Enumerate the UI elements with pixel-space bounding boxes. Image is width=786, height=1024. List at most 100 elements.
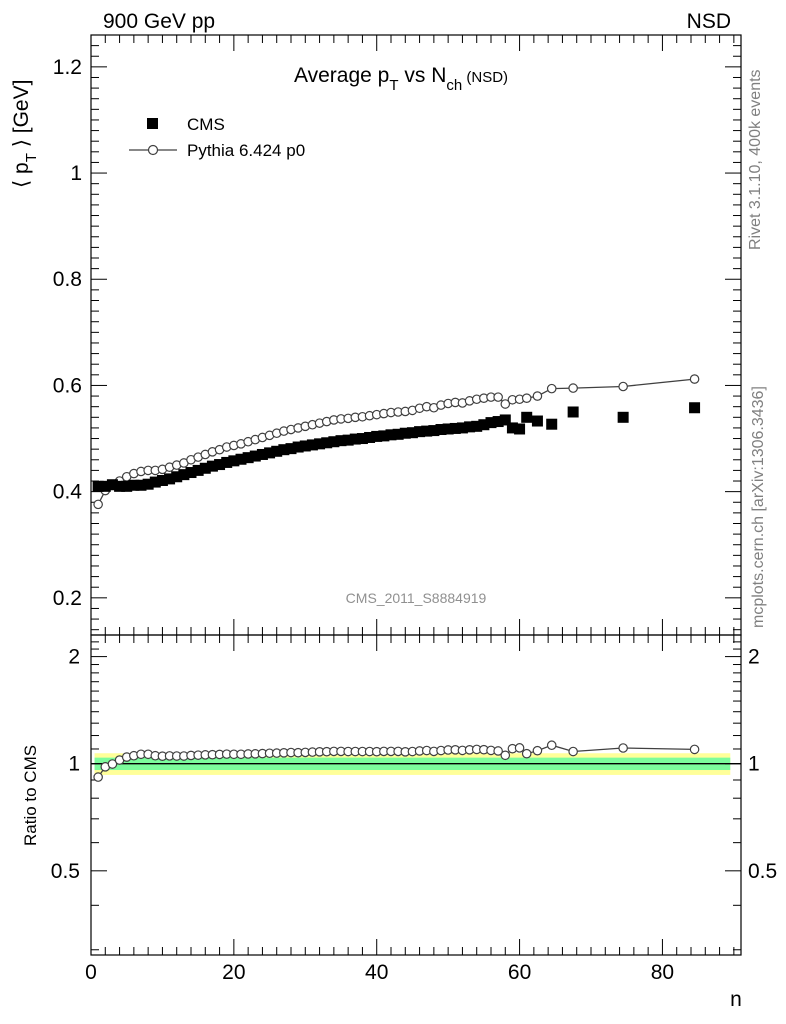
plot-title: Average pT vs Nch (NSD): [294, 64, 508, 94]
cms-point: [299, 440, 311, 452]
ratio-y-tick-label: 1: [68, 753, 80, 776]
cms-point: [235, 453, 247, 465]
cms-point: [99, 480, 111, 492]
cms-point: [199, 462, 211, 474]
cms-point: [121, 480, 133, 492]
header-left: 900 GeV pp: [103, 10, 215, 33]
mcplots-label: mcplots.cern.ch [arXiv:1306.3436]: [750, 386, 767, 628]
ratio-y-tick-label-right: 0.5: [748, 860, 777, 883]
ratio-point: [93, 772, 103, 782]
cms-point: [135, 479, 147, 491]
pythia-point: [493, 392, 503, 402]
cms-point: [506, 422, 518, 434]
cms-point: [278, 444, 290, 456]
cms-point: [689, 402, 701, 414]
axis-ticks: [90, 35, 741, 955]
cms-point: [106, 479, 118, 491]
legend-cms-marker: [147, 118, 158, 129]
cms-point: [142, 478, 154, 490]
cms-point: [178, 469, 190, 481]
x-tick-label: 80: [651, 961, 674, 984]
ratio-point: [546, 740, 557, 751]
cms-point: [285, 443, 297, 455]
cms-point: [114, 480, 126, 492]
cms-point: [399, 427, 411, 439]
x-tick-label: 40: [365, 961, 388, 984]
pythia-series: [93, 374, 700, 510]
cms-point: [249, 450, 261, 462]
pythia-point: [521, 393, 532, 403]
cms-point: [149, 476, 161, 488]
y-axis-title: ⟨ pT ⟩ [GeV]: [10, 80, 40, 188]
cms-point: [617, 411, 629, 423]
cms-point: [531, 415, 543, 427]
cms-point: [378, 430, 390, 442]
legend: CMS Pythia 6.424 p0: [129, 115, 305, 160]
cms-point: [128, 479, 140, 491]
cms-point: [221, 456, 233, 468]
ratio-point: [568, 746, 578, 757]
cms-point: [242, 452, 254, 464]
cms-point: [192, 464, 204, 476]
cms-point: [514, 423, 526, 435]
y-tick-label: 0.6: [53, 374, 82, 397]
cms-point: [164, 473, 176, 485]
cms-point: [499, 414, 511, 426]
cms-point: [371, 430, 383, 442]
ratio-point: [532, 745, 543, 756]
ratio-point: [618, 743, 628, 753]
pythia-point: [532, 391, 543, 401]
ratio-point: [521, 748, 532, 759]
cms-point: [485, 417, 497, 429]
cms-point: [214, 459, 226, 471]
analysis-id-label: CMS_2011_S8884919: [346, 590, 487, 606]
cms-point: [228, 455, 240, 467]
cms-point: [328, 436, 340, 448]
ratio-point: [514, 743, 525, 753]
cms-point: [567, 406, 579, 418]
rivet-version-label: Rivet 3.1.10, 400k events: [747, 69, 764, 250]
pythia-point: [93, 499, 103, 510]
axis-tick-labels: 0 20 40 60 80 0.2 0.4 0.6 0.8 1 1.2 0.5 0.5 1 1 2 2: [51, 56, 777, 984]
ratio-uncertainty-bands: [91, 753, 741, 775]
pythia-line: [97, 378, 695, 505]
pythia-point: [500, 399, 511, 409]
ratio-point: [500, 750, 511, 761]
x-tick-label: 0: [85, 961, 97, 984]
cms-point: [521, 411, 533, 423]
y-tick-label: 1: [70, 162, 82, 185]
ratio-y-tick-label: 2: [68, 646, 80, 669]
pythia-point: [618, 381, 628, 392]
ratio-y-tick-label-right: 1: [748, 753, 760, 776]
x-tick-label: 20: [222, 961, 245, 984]
cms-point: [406, 427, 418, 439]
cms-point: [292, 441, 304, 453]
cms-point: [478, 419, 490, 431]
cms-point: [492, 416, 504, 428]
cms-point: [335, 435, 347, 447]
cms-point: [171, 471, 183, 483]
cms-point: [464, 421, 476, 433]
cms-point: [271, 445, 283, 457]
legend-pythia-marker: [147, 144, 159, 156]
y-tick-label: 0.8: [53, 268, 82, 291]
ratio-plot-frame: [90, 634, 742, 956]
legend-cms-label: CMS: [187, 115, 225, 134]
legend-pythia-label: Pythia 6.424 p0: [187, 141, 305, 160]
ratio-y-tick-label: 0.5: [51, 860, 80, 883]
cms-point: [356, 433, 368, 445]
cms-point: [421, 425, 433, 437]
y-tick-label: 1.2: [53, 56, 82, 79]
cms-point: [256, 448, 268, 460]
pythia-point: [689, 374, 700, 384]
header-right: NSD: [687, 10, 731, 33]
cms-point: [185, 467, 197, 479]
cms-point: [314, 438, 326, 450]
cms-point: [156, 474, 168, 486]
pythia-point: [568, 383, 578, 393]
x-tick-label: 60: [508, 961, 531, 984]
cms-series: [92, 402, 701, 492]
cms-point: [449, 422, 461, 434]
x-axis-title: n: [730, 988, 742, 1011]
